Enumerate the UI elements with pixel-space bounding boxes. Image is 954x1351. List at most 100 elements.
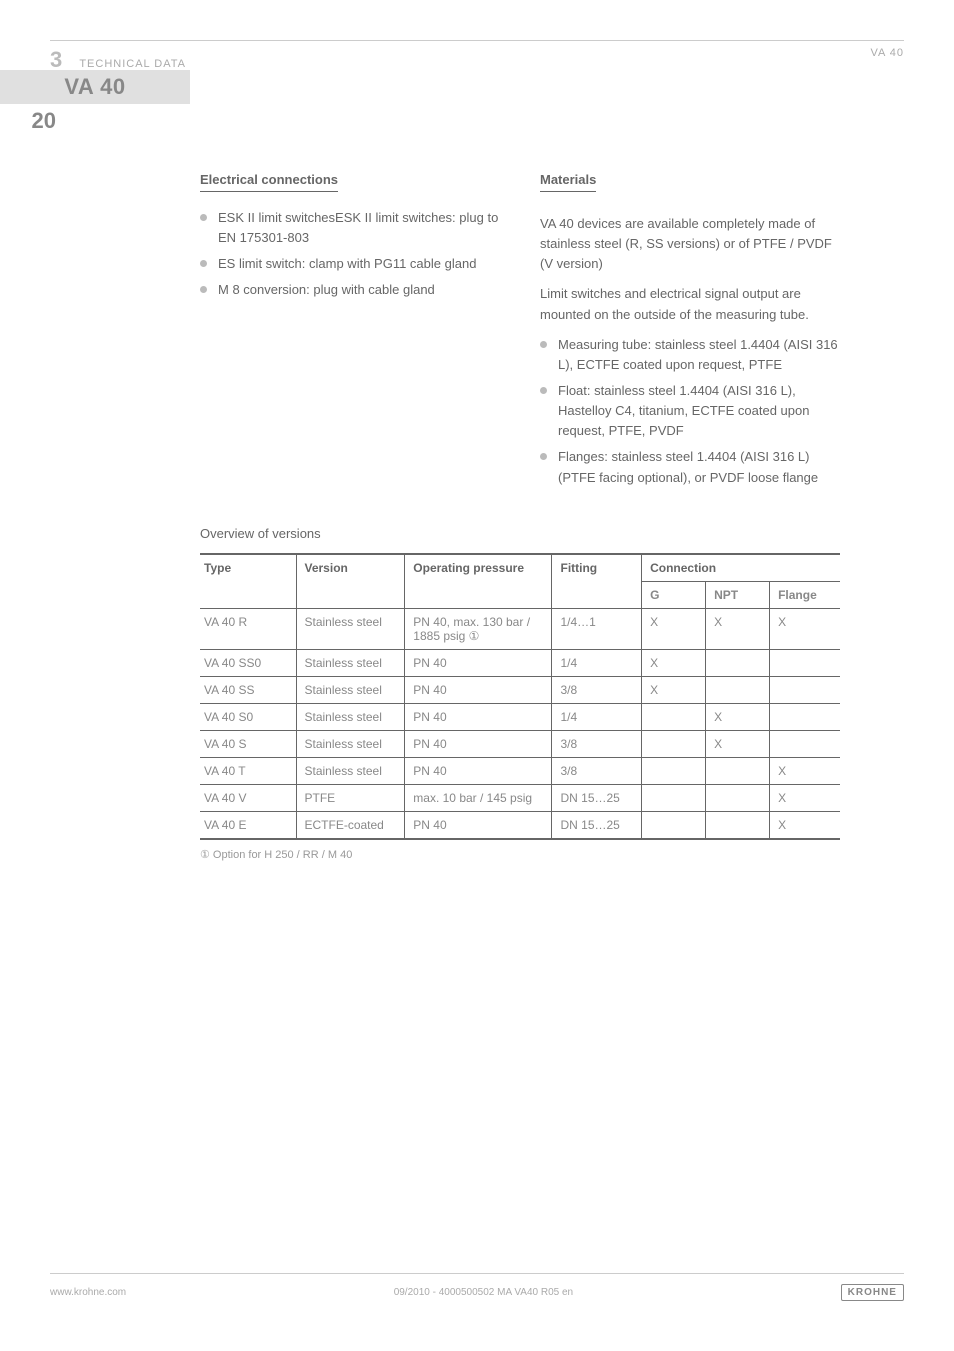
table-cell: ECTFE-coated [296,811,405,839]
main-content: Electrical connections ESK II limit swit… [200,172,840,861]
product-tab: VA 40 [0,70,190,104]
table-cell [642,784,706,811]
right-heading: Materials [540,172,596,192]
table-row: VA 40 VPTFEmax. 10 bar / 145 psigDN 15…2… [200,784,840,811]
table-cell: DN 15…25 [552,784,642,811]
table-subheader: G [642,581,706,608]
table-cell: PN 40 [405,730,552,757]
list-item: Float: stainless steel 1.4404 (AISI 316 … [540,381,840,441]
table-note: ① Option for H 250 / RR / M 40 [200,848,840,861]
table-cell [642,703,706,730]
list-item: M 8 conversion: plug with cable gland [200,280,500,300]
table-cell: max. 10 bar / 145 psig [405,784,552,811]
table-cell: VA 40 SS0 [200,649,296,676]
versions-table: TypeVersionOperating pressureFittingConn… [200,553,840,840]
table-cell [706,757,770,784]
table-cell [642,757,706,784]
table-cell [642,811,706,839]
table-cell: Stainless steel [296,608,405,649]
header-product: VA 40 [870,47,904,73]
right-list: Measuring tube: stainless steel 1.4404 (… [540,335,840,488]
footer-center: 09/2010 - 4000500502 MA VA40 R05 en [394,1287,573,1298]
table-cell [770,703,840,730]
table-cell: VA 40 V [200,784,296,811]
table-cell: VA 40 R [200,608,296,649]
left-heading: Electrical connections [200,172,338,192]
table-cell: Stainless steel [296,703,405,730]
page-number: 20 [0,108,56,134]
table-row: VA 40 S0Stainless steelPN 401/4 X [200,703,840,730]
table-cell: PN 40, max. 130 bar / 1885 psig ① [405,608,552,649]
section-number: 3 [50,47,63,72]
table-cell: PN 40 [405,703,552,730]
table-cell: PN 40 [405,649,552,676]
table-cell: X [770,811,840,839]
left-list: ESK II limit switchesESK II limit switch… [200,208,500,301]
table-cell: Stainless steel [296,730,405,757]
table-cell: VA 40 SS [200,676,296,703]
right-p2: Limit switches and electrical signal out… [540,284,840,324]
table-header: Operating pressure [405,554,552,609]
table-cell [706,784,770,811]
table-header: Type [200,554,296,609]
right-intro: VA 40 devices are available completely m… [540,214,840,274]
table-cell: X [642,649,706,676]
list-item: Flanges: stainless steel 1.4404 (AISI 31… [540,447,840,487]
table-cell [642,730,706,757]
table-cell: X [770,757,840,784]
table-cell: PN 40 [405,757,552,784]
left-column: Electrical connections ESK II limit swit… [200,172,500,494]
footer: www.krohne.com 09/2010 - 4000500502 MA V… [50,1273,904,1301]
table-cell [706,649,770,676]
table-cell: X [642,676,706,703]
table-row: VA 40 EECTFE-coatedPN 40DN 15…25 X [200,811,840,839]
list-item: ESK II limit switchesESK II limit switch… [200,208,500,248]
table-cell: X [706,608,770,649]
table-cell: 3/8 [552,757,642,784]
footer-left: www.krohne.com [50,1287,126,1298]
table-cell: PN 40 [405,811,552,839]
table-cell: X [706,703,770,730]
table-cell: VA 40 E [200,811,296,839]
list-item: Measuring tube: stainless steel 1.4404 (… [540,335,840,375]
table-row: VA 40 SS0Stainless steelPN 401/4X [200,649,840,676]
table-cell: 1/4 [552,703,642,730]
table-cell [770,676,840,703]
table-row: VA 40 SStainless steelPN 403/8 X [200,730,840,757]
table-cell [770,730,840,757]
table-cell: 3/8 [552,676,642,703]
table-cell: 3/8 [552,730,642,757]
table-header: Version [296,554,405,609]
list-item: ES limit switch: clamp with PG11 cable g… [200,254,500,274]
table-row: VA 40 TStainless steelPN 403/8 X [200,757,840,784]
table-cell: 1/4…1 [552,608,642,649]
table-cell: VA 40 S [200,730,296,757]
table-cell: X [770,608,840,649]
footer-logo: KROHNE [841,1284,904,1301]
table-subheader: NPT [706,581,770,608]
table-cell [706,676,770,703]
header-bar: 3 TECHNICAL DATA VA 40 [50,40,904,73]
table-row: VA 40 RStainless steelPN 40, max. 130 ba… [200,608,840,649]
table-cell: 1/4 [552,649,642,676]
table-subheader: Flange [770,581,840,608]
table-cell: X [706,730,770,757]
table-cell: VA 40 T [200,757,296,784]
table-cell [770,649,840,676]
table-cell: PN 40 [405,676,552,703]
table-cell: X [770,784,840,811]
section-label: TECHNICAL DATA [79,58,186,70]
table-cell: X [642,608,706,649]
right-column: Materials VA 40 devices are available co… [540,172,840,494]
table-cell: DN 15…25 [552,811,642,839]
table-cell: Stainless steel [296,757,405,784]
table-cell [706,811,770,839]
table-header: Connection [642,554,840,582]
table-title: Overview of versions [200,526,840,541]
table-header: Fitting [552,554,642,609]
table-cell: VA 40 S0 [200,703,296,730]
versions-table-wrap: TypeVersionOperating pressureFittingConn… [200,553,840,840]
table-row: VA 40 SSStainless steelPN 403/8X [200,676,840,703]
table-cell: Stainless steel [296,649,405,676]
table-cell: Stainless steel [296,676,405,703]
